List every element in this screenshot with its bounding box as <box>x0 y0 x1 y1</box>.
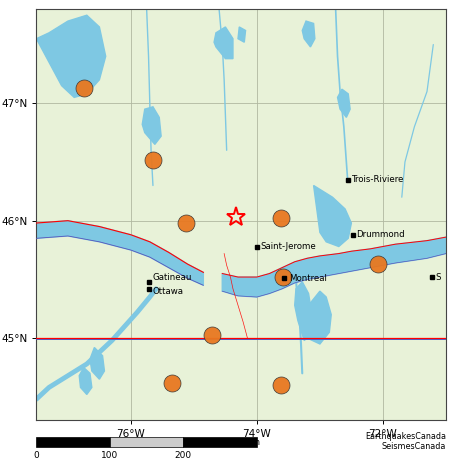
Polygon shape <box>142 107 161 144</box>
Polygon shape <box>302 21 315 47</box>
Point <box>277 215 284 222</box>
Text: Ottawa: Ottawa <box>152 287 183 296</box>
Bar <box>183 437 257 447</box>
Text: km: km <box>247 438 260 446</box>
Text: Drummond: Drummond <box>356 230 405 239</box>
Text: S: S <box>436 273 441 282</box>
Text: 200: 200 <box>175 451 192 460</box>
Polygon shape <box>222 237 446 297</box>
Text: 0: 0 <box>34 451 39 460</box>
Text: 100: 100 <box>101 451 118 460</box>
Polygon shape <box>79 368 92 395</box>
Polygon shape <box>36 15 106 98</box>
Polygon shape <box>313 185 351 247</box>
Polygon shape <box>238 27 246 42</box>
Polygon shape <box>295 282 312 340</box>
Polygon shape <box>36 221 203 285</box>
Point <box>208 331 215 338</box>
Text: Montreal: Montreal <box>289 274 327 283</box>
Point <box>168 379 176 387</box>
Text: Gatineau: Gatineau <box>152 273 192 282</box>
Point <box>149 156 157 163</box>
Point <box>374 261 381 268</box>
Text: Saint-Jerome: Saint-Jerome <box>261 242 316 251</box>
Text: Trois-Riviere: Trois-Riviere <box>352 175 404 184</box>
Bar <box>36 437 110 447</box>
Polygon shape <box>307 291 331 344</box>
Point <box>183 219 190 227</box>
Point <box>280 273 287 281</box>
Bar <box>110 437 183 447</box>
Polygon shape <box>214 27 233 59</box>
Text: EarthquakesCanada
SeismesCanada: EarthquakesCanada SeismesCanada <box>365 432 446 452</box>
Point <box>80 84 87 92</box>
Polygon shape <box>338 89 350 117</box>
Point <box>277 382 284 389</box>
Polygon shape <box>90 347 105 379</box>
